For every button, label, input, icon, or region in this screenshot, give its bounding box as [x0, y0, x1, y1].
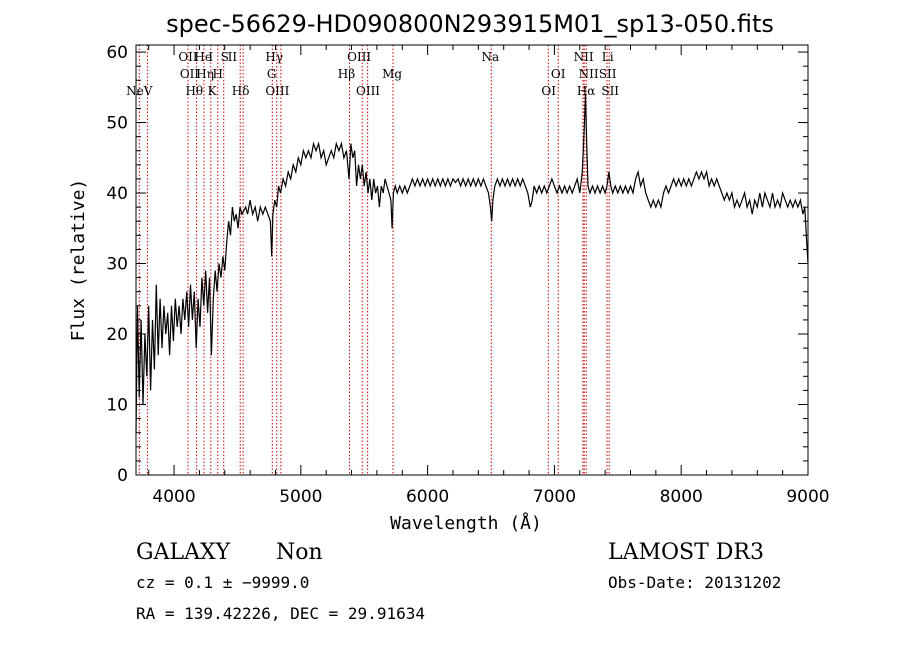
spectral-line-label: S [221, 50, 229, 64]
spectral-line-label: OII [180, 67, 200, 81]
chart-title: spec-56629-HD090800N293915M01_sp13-050.f… [166, 10, 774, 38]
y-tick-label: 0 [117, 466, 128, 486]
spectral-line-label: OI [541, 84, 556, 98]
spectral-line-label: Hα [577, 84, 596, 98]
ra-dec-coordinates: RA = 139.42226, DEC = 29.91634 [136, 604, 425, 623]
spectral-line-label: OIII [347, 50, 371, 64]
spectral-line-label: Hβ [338, 67, 355, 81]
y-tick-label: 60 [106, 43, 128, 63]
spectral-line-label: SII [599, 67, 617, 81]
y-tick-label: 10 [106, 396, 128, 416]
spectral-line-label: Na [482, 50, 500, 64]
y-tick-label: 30 [106, 255, 128, 275]
spectral-line-label: Hθ [185, 84, 203, 98]
x-tick-label: 5000 [279, 487, 322, 507]
spectral-line-label: Hη [196, 67, 214, 81]
x-tick-label: 9000 [786, 487, 829, 507]
spectral-line-label: Mg [382, 67, 402, 81]
spectrum-line [135, 94, 809, 433]
spectral-line-label: NII [574, 50, 594, 64]
spectral-line-markers [138, 45, 610, 475]
y-tick-label: 20 [106, 325, 128, 345]
y-axis-label: Flux (relative) [68, 179, 89, 342]
spectral-line-label: OII [178, 50, 198, 64]
x-tick-label: 4000 [152, 487, 195, 507]
spectral-line-label: K [208, 84, 218, 98]
y-tick-label: 50 [106, 114, 128, 134]
spectral-line-label: I [208, 50, 213, 64]
spectral-line-label: OIII [356, 84, 380, 98]
spectral-line-label: Li [602, 50, 614, 64]
spectral-line-label: II [228, 50, 238, 64]
object-class: GALAXY [136, 540, 231, 565]
spectral-line-label: OIII [265, 84, 289, 98]
survey-name: LAMOST DR3 [608, 540, 764, 565]
observation-date: Obs-Date: 20131202 [608, 573, 781, 592]
spectral-line-label: NeV [126, 84, 153, 98]
x-axis-label: Wavelength (Å) [390, 512, 542, 534]
x-axis-ticks: 4000 5000 6000 7000 8000 9000 [148, 45, 830, 507]
x-tick-label: 7000 [533, 487, 576, 507]
spectral-line-label: Hγ [265, 50, 283, 64]
spectral-line-label: G [267, 67, 277, 81]
x-tick-label: 6000 [406, 487, 449, 507]
y-tick-label: 40 [106, 184, 128, 204]
object-subclass: Non [276, 540, 323, 565]
spectral-line-label: SII [601, 84, 619, 98]
y-axis-ticks: 0 10 20 30 40 50 60 [106, 43, 808, 486]
spectral-line-label: He [194, 50, 212, 64]
spectral-line-labels: NeVOIIOIIHθHeHηIKHSIIHδHγGOIIIHβOIIIOIII… [126, 50, 619, 98]
spectral-line-label: Hδ [232, 84, 250, 98]
plot-frame [135, 44, 809, 476]
spectral-line-label: H [213, 67, 223, 81]
redshift-cz: cz = 0.1 ± −9999.0 [136, 573, 309, 592]
spectral-line-label: NII [579, 67, 599, 81]
spectrum-series [135, 94, 809, 433]
x-tick-label: 8000 [660, 487, 703, 507]
spectral-line-label: OI [551, 67, 566, 81]
